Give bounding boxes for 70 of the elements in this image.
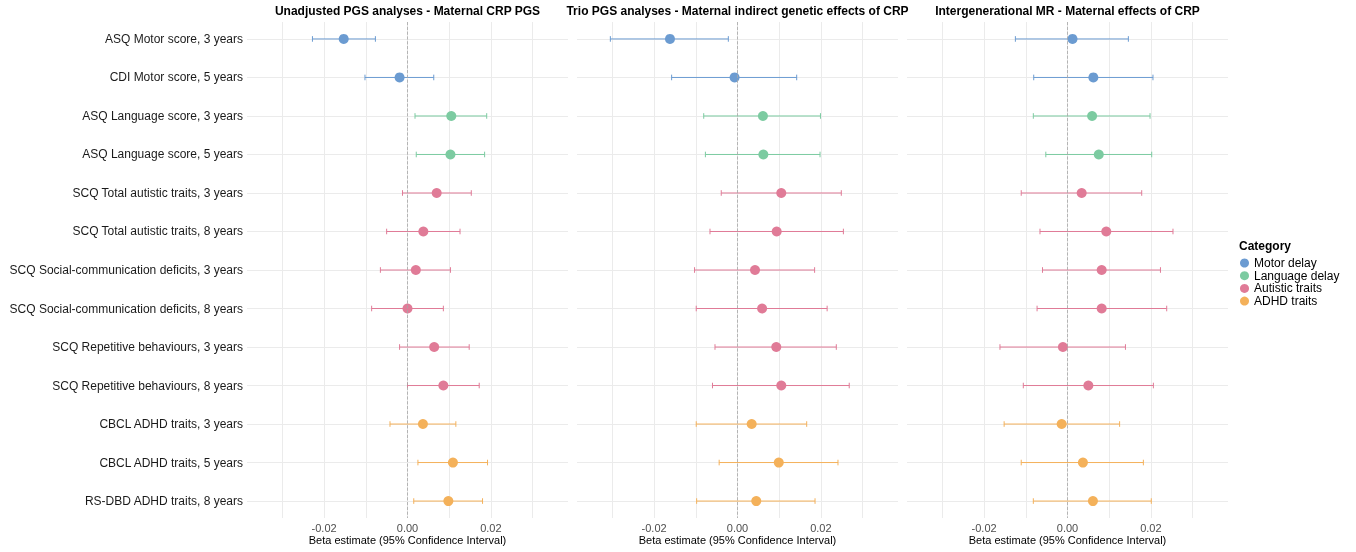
y-tick-label: SCQ Repetitive behaviours, 3 years (52, 340, 243, 355)
x-axis-title: Beta estimate (95% Confidence Interval) (638, 533, 837, 546)
point (758, 149, 769, 160)
x-tick-label: -0.02 (641, 521, 667, 534)
point (664, 33, 675, 44)
y-tick-label: SCQ Repetitive behaviours, 8 years (52, 378, 243, 393)
legend-title: Category (1239, 239, 1292, 253)
legend-label: Autistic traits (1254, 281, 1323, 296)
y-tick-label: ASQ Language score, 5 years (82, 147, 243, 162)
y-tick-label: RS-DBD ADHD traits, 8 years (84, 494, 243, 509)
point (751, 496, 762, 507)
point (750, 265, 761, 275)
x-axis-title: Beta estimate (95% Confidence Interval) (308, 533, 507, 546)
chart-title: Unadjusted PGS analyses - Maternal CRP PGS (274, 4, 541, 18)
point (746, 419, 757, 430)
point (773, 457, 784, 468)
point (1087, 110, 1098, 121)
x-tick-label: 0.00 (1056, 521, 1079, 534)
point (1076, 187, 1087, 198)
point (1096, 303, 1107, 314)
legend-label: Motor delay (1254, 256, 1317, 270)
point (446, 110, 457, 121)
x-tick-label: -0.02 (971, 521, 997, 534)
point (431, 187, 442, 198)
point (757, 303, 768, 314)
point (1101, 226, 1112, 237)
point (447, 457, 458, 468)
y-tick-label: SCQ Total autistic traits, 8 years (72, 224, 243, 239)
legend-label: Language delay (1254, 268, 1340, 283)
point (1056, 419, 1067, 430)
y-tick-label: CBCL ADHD traits, 5 years (99, 455, 243, 470)
y-tick-label: SCQ Social-communication deficits, 8 years (9, 301, 243, 316)
point (443, 496, 454, 507)
x-tick-label: 0.00 (396, 521, 419, 534)
y-tick-label: ASQ Motor score, 3 years (104, 31, 243, 46)
point (776, 187, 787, 198)
point (1096, 265, 1107, 275)
point (445, 149, 456, 160)
point (338, 33, 349, 44)
x-tick-label: -0.02 (311, 521, 337, 534)
point (438, 380, 449, 391)
point (1087, 496, 1098, 507)
point (1083, 380, 1094, 391)
x-tick-label: 0.00 (726, 521, 749, 534)
point (771, 226, 782, 237)
chart-title: Intergenerational MR - Maternal effects of CRP (935, 4, 1200, 18)
x-axis-title: Beta estimate (95% Confidence Interval) (968, 533, 1167, 546)
point (776, 380, 787, 391)
chart-title: Trio PGS analyses - Maternal indirect genetic effects of CRP (566, 4, 909, 18)
point (1088, 72, 1099, 83)
x-tick-label: 0.02 (810, 521, 832, 534)
point (394, 72, 405, 83)
point (1077, 457, 1088, 468)
y-tick-label: SCQ Social-communication deficits, 3 years (9, 263, 243, 277)
point (1067, 33, 1078, 44)
point (771, 342, 782, 353)
point (429, 342, 440, 353)
point (418, 226, 429, 237)
y-tick-label: SCQ Total autistic traits, 3 years (72, 185, 243, 200)
y-tick-label: CBCL ADHD traits, 3 years (99, 417, 243, 432)
y-tick-label: ASQ Language score, 3 years (82, 108, 243, 123)
x-tick-label: 0.02 (480, 521, 502, 534)
point (1093, 149, 1104, 160)
point (757, 110, 768, 121)
x-tick-label: 0.02 (1140, 521, 1162, 534)
point (1057, 342, 1068, 353)
y-tick-label: CDI Motor score, 5 years (109, 70, 243, 85)
point (417, 419, 428, 430)
point (410, 265, 421, 275)
legend-label: ADHD traits (1254, 294, 1318, 309)
